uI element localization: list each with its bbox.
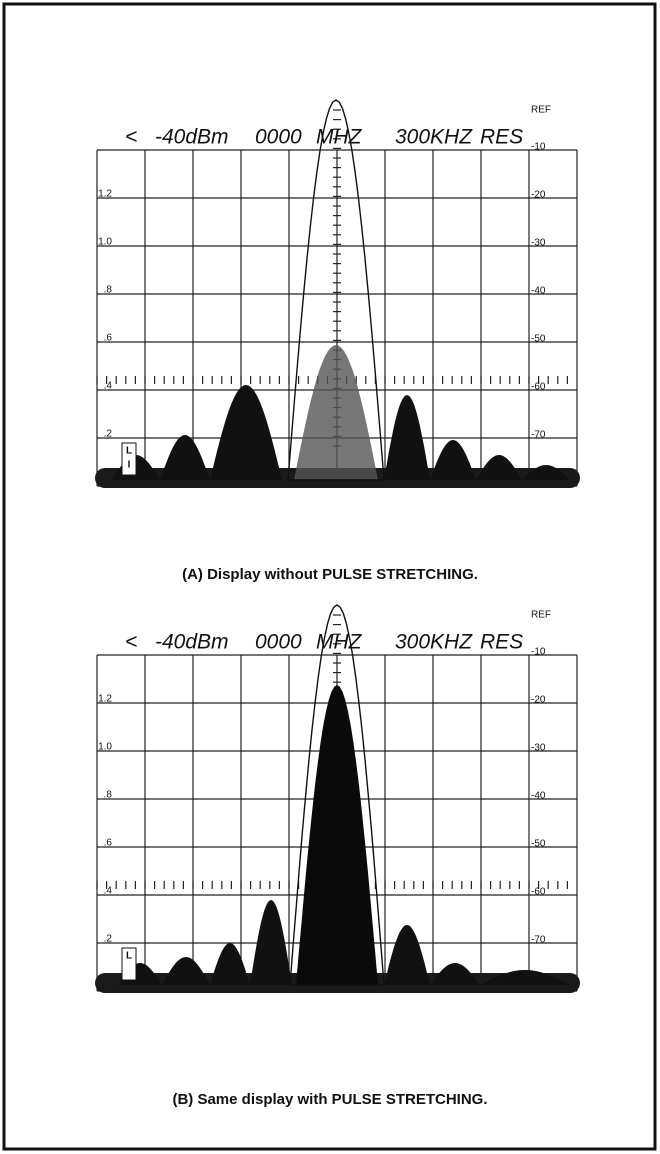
header-text: 0000 bbox=[255, 126, 302, 149]
caption: (A) Display without PULSE STRETCHING. bbox=[182, 566, 478, 583]
header-text: 300KHZ bbox=[395, 631, 473, 654]
right-scale-label: -50 bbox=[531, 334, 546, 345]
right-scale-label: -30 bbox=[531, 743, 546, 754]
left-scale-label: .8 bbox=[104, 285, 113, 296]
right-scale-label: -30 bbox=[531, 238, 546, 249]
ref-label: REF bbox=[531, 610, 551, 621]
header-text: RES bbox=[480, 126, 523, 149]
right-scale-label: -10 bbox=[531, 647, 546, 658]
right-scale-label: -70 bbox=[531, 935, 546, 946]
header-text: MHZ bbox=[316, 126, 363, 149]
right-scale-label: -60 bbox=[531, 887, 546, 898]
right-scale-label: -40 bbox=[531, 791, 546, 802]
marker-label: L bbox=[126, 951, 132, 962]
left-scale-label: .6 bbox=[104, 333, 113, 344]
right-scale-label: -40 bbox=[531, 286, 546, 297]
ref-label: REF bbox=[531, 105, 551, 116]
header-text: 300KHZ bbox=[395, 126, 473, 149]
right-scale-label: -70 bbox=[531, 430, 546, 441]
header-text: MHZ bbox=[316, 631, 363, 654]
right-scale-label: -10 bbox=[531, 142, 546, 153]
left-scale-label: .4 bbox=[104, 381, 113, 392]
right-scale-label: -60 bbox=[531, 382, 546, 393]
left-scale-label: 1.2 bbox=[98, 189, 112, 200]
left-scale-label: .8 bbox=[104, 790, 113, 801]
header-text: < bbox=[125, 631, 137, 654]
left-scale-label: 1.0 bbox=[98, 742, 112, 753]
marker-label: I bbox=[128, 460, 131, 471]
left-scale-label: .2 bbox=[104, 429, 113, 440]
left-scale-label: 1.2 bbox=[98, 694, 112, 705]
header-text: -40dBm bbox=[155, 126, 229, 149]
right-scale-label: -20 bbox=[531, 190, 546, 201]
header-text: -40dBm bbox=[155, 631, 229, 654]
left-scale-label: 1.0 bbox=[98, 237, 112, 248]
right-scale-label: -50 bbox=[531, 839, 546, 850]
left-scale-label: .6 bbox=[104, 838, 113, 849]
left-scale-label: .2 bbox=[104, 934, 113, 945]
header-text: < bbox=[125, 126, 137, 149]
left-scale-label: .4 bbox=[104, 886, 113, 897]
page: < -40dBm 0000 MHZ 300KHZ RES REF -10 -20 -30 -40 -5… bbox=[0, 0, 660, 1154]
caption: (B) Same display with PULSE STRETCHING. bbox=[172, 1091, 487, 1108]
right-scale-label: -20 bbox=[531, 695, 546, 706]
marker-label: L bbox=[126, 446, 132, 457]
header-text: RES bbox=[480, 631, 523, 654]
header-text: 0000 bbox=[255, 631, 302, 654]
